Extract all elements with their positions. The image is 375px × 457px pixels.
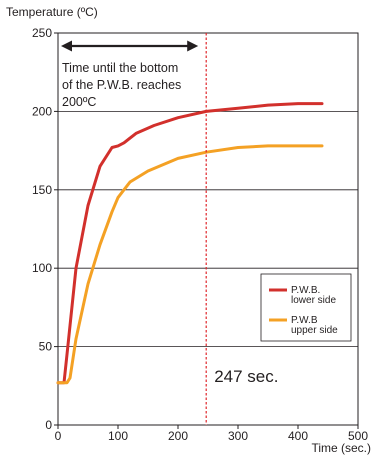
- annotations: 247 sec. Time until the bottom of the P.W.…: [61, 33, 278, 425]
- y-tick-label: 0: [45, 418, 52, 432]
- x-tick-label: 100: [108, 429, 128, 443]
- y-tick-label: 200: [32, 104, 52, 118]
- x-axis-title: Time (sec.): [311, 441, 371, 455]
- series-lines: [56, 102, 324, 385]
- legend-label: upper side: [291, 325, 338, 336]
- series-line-lower-side: [56, 102, 324, 385]
- legend-label: P.W.B.: [291, 285, 320, 296]
- legend-label: lower side: [291, 295, 336, 306]
- annotation-note-line: 200ºC: [62, 95, 96, 109]
- y-tick-label: 250: [32, 26, 52, 40]
- y-tick-label: 100: [32, 261, 52, 275]
- arrow-head-left: [61, 40, 72, 52]
- legend-box: [260, 273, 352, 342]
- annotation-note-line: Time until the bottom: [62, 61, 178, 75]
- x-tick-label: 300: [228, 429, 248, 443]
- axis-ticks: 0 50 100 150 200 250 0 100 200 300 400 500: [32, 26, 368, 443]
- annotation-note-line: of the P.W.B. reaches: [62, 78, 181, 92]
- x-tick-label: 500: [348, 429, 368, 443]
- y-axis-title: Temperature (ºC): [6, 5, 98, 19]
- marker-label: 247 sec.: [214, 367, 278, 386]
- y-tick-label: 150: [32, 183, 52, 197]
- x-tick-label: 0: [55, 429, 62, 443]
- plot-area: [57, 32, 359, 426]
- x-tick-label: 400: [288, 429, 308, 443]
- x-tick-label: 200: [168, 429, 188, 443]
- arrow-head-right: [187, 40, 199, 52]
- legend-label: P.W.B: [291, 315, 318, 326]
- series-line-upper-side: [56, 144, 324, 385]
- y-tick-label: 50: [39, 340, 53, 354]
